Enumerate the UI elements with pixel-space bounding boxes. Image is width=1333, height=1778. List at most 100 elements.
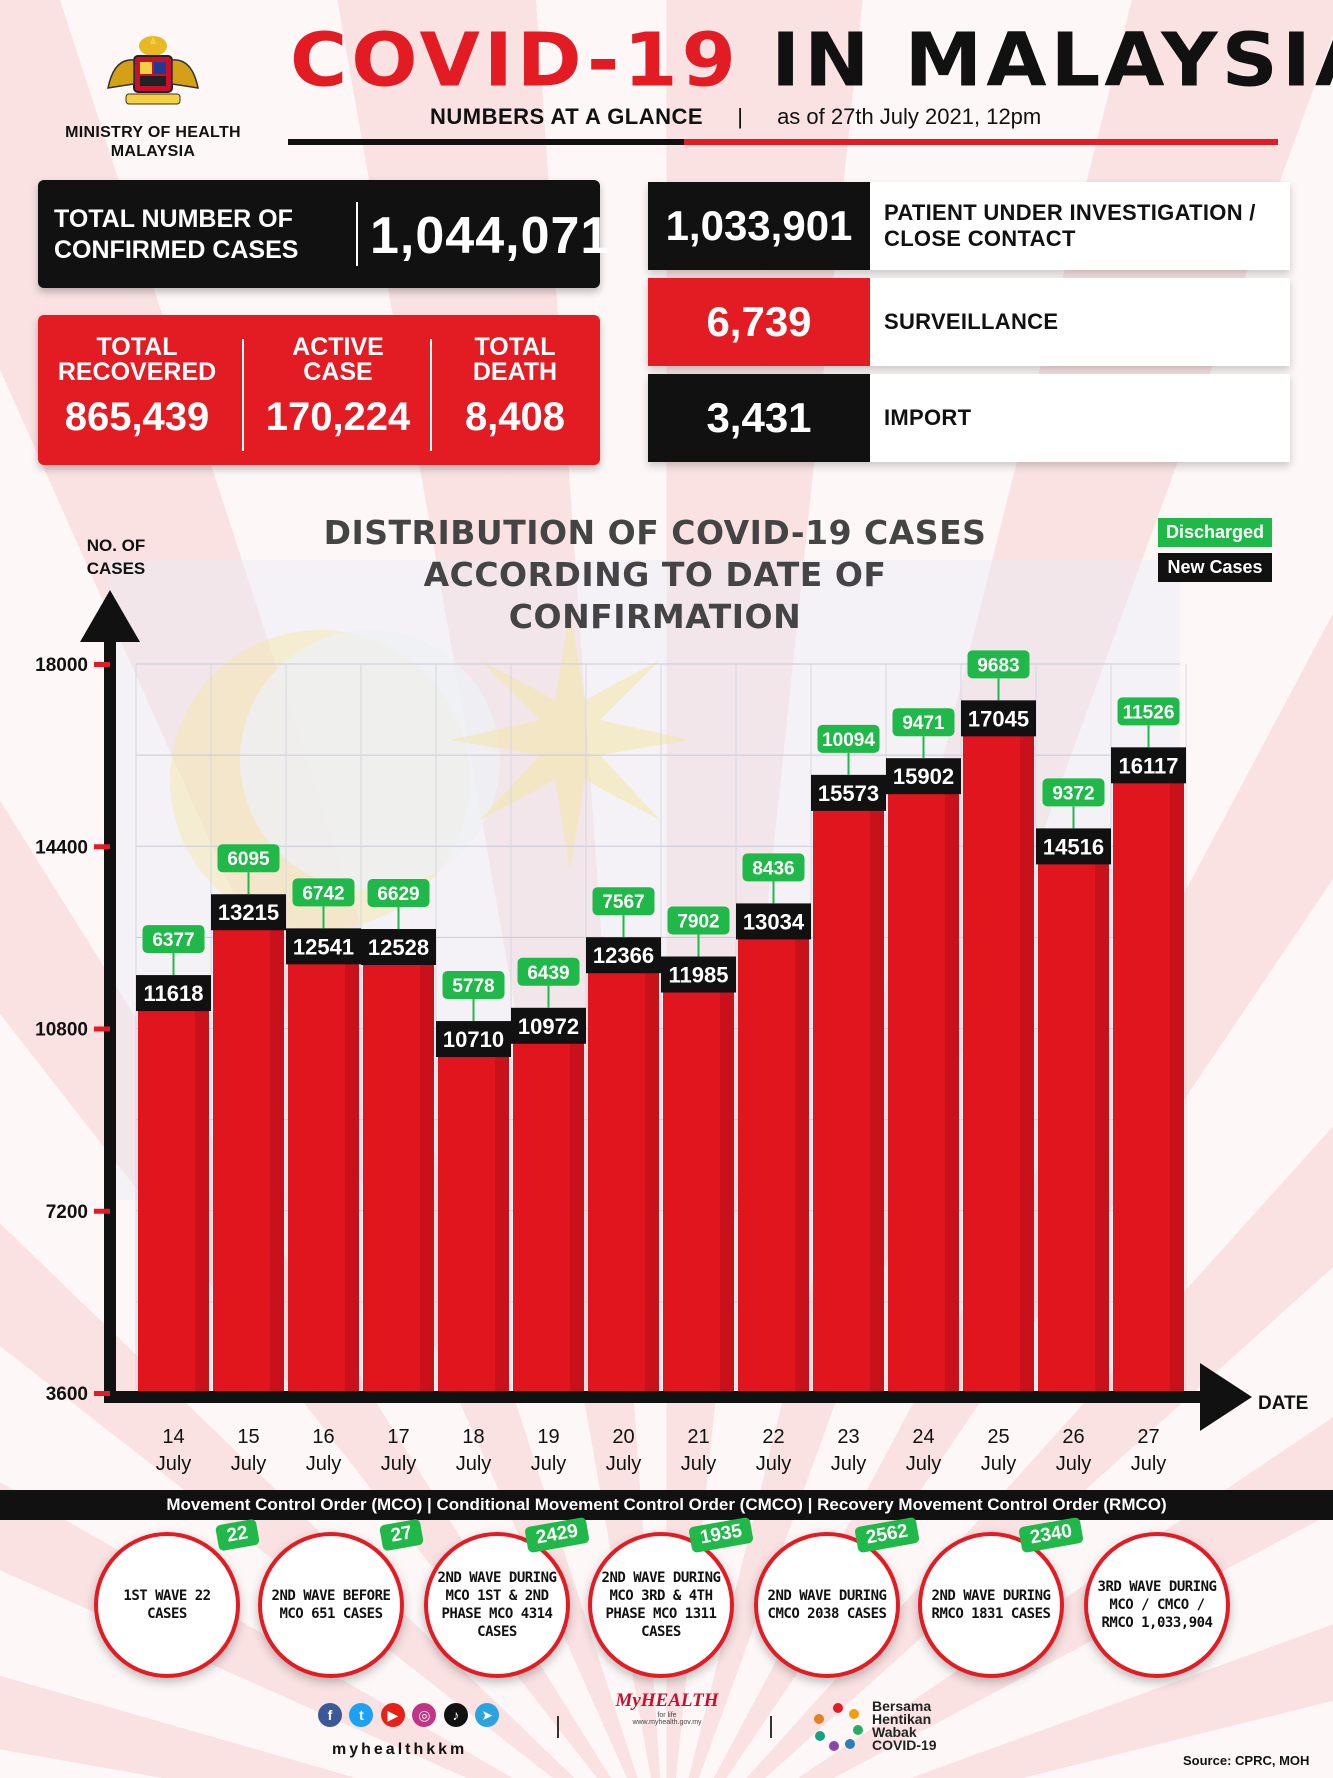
x-tick-label: July (306, 1453, 342, 1475)
discharged-label: 7902 (677, 912, 719, 933)
new-cases-label-box (661, 956, 736, 993)
y-axis-label: NO. OF CASES (86, 536, 146, 578)
wave-text: 3RD WAVE DURING MCO / CMCO / RMCO 1,033,… (1097, 1579, 1217, 1631)
as-of-date: as of 27th July 2021, 12pm (777, 104, 1042, 129)
wave-circle: 2ND WAVE DURING RMCO 1831 CASES 2340 (918, 1516, 1084, 1678)
wave-circle: 2ND WAVE BEFORE MCO 651 CASES 27 (258, 1518, 424, 1678)
ministry-logo: MINISTRY OF HEALTH MALAYSIA (58, 28, 248, 161)
discharged-label-box (967, 650, 1030, 679)
discharged-label: 6742 (302, 883, 344, 904)
wave-text: 2ND WAVE DURING RMCO 1831 CASES (931, 1588, 1051, 1622)
x-tick-label: 25 (987, 1426, 1009, 1448)
new-cases-label-box (1111, 747, 1186, 784)
bersama-line: COVID-19 (872, 1737, 937, 1753)
social-handle: myhealthkkm (332, 1741, 468, 1758)
x-tick-label: 15 (237, 1426, 259, 1448)
header-rule (288, 139, 1278, 145)
new-cases-label-box (436, 1021, 511, 1058)
discharged-label-box (1042, 778, 1105, 807)
chart-legend: Discharged New Cases (1158, 518, 1273, 588)
bar-shade (495, 1033, 509, 1393)
death-label: TOTAL DEATH (472, 333, 558, 386)
y-axis-arrow (80, 590, 140, 642)
discharged-label-box (817, 724, 880, 753)
wave-text: 2ND WAVE DURING MCO 3RD & 4TH PHASE MCO … (601, 1570, 721, 1640)
mco-legend-strip: Movement Control Order (MCO) | Condition… (0, 1490, 1333, 1520)
bar-shade (1170, 759, 1184, 1393)
x-tick-label: July (1131, 1453, 1167, 1475)
wave-circle: 3RD WAVE DURING MCO / CMCO / RMCO 1,033,… (1084, 1532, 1230, 1678)
new-cases-label-box (1036, 828, 1111, 865)
myhealth-url: www.myhealth.gov.my (632, 1719, 702, 1726)
discharged-label: 9683 (977, 655, 1019, 676)
y-tick-label: 18000 (35, 655, 88, 676)
tiktok-icon[interactable]: ♪ (443, 1703, 468, 1727)
x-tick-label: July (381, 1453, 417, 1475)
y-tick-mark (94, 1026, 110, 1032)
instagram-icon[interactable]: ◎ (412, 1703, 437, 1727)
x-tick-label: July (456, 1453, 492, 1475)
legend-new-cases: New Cases (1158, 553, 1273, 582)
surveillance-label: SURVEILLANCE (884, 309, 1059, 334)
y-tick-mark (94, 1208, 110, 1214)
myhealth-logo: MyHEALTH for life www.myhealth.gov.my (612, 1690, 722, 1726)
discharged-label: 9471 (902, 713, 945, 734)
confirmed-label: TOTAL NUMBER OF CONFIRMED CASES (54, 205, 299, 264)
new-cases-label-box (736, 903, 811, 940)
discharged-label: 6095 (227, 849, 270, 870)
page-title: COVID-19 IN MALAYSIA (290, 18, 1333, 104)
bar-shade (420, 941, 434, 1393)
bar-shade (1020, 712, 1034, 1393)
x-tick-label: 16 (312, 1426, 334, 1448)
import-label: IMPORT (884, 405, 972, 430)
bar-shade (645, 949, 659, 1393)
import-value: 3,431 (648, 374, 870, 462)
subtitle-line: NUMBERS AT A GLANCE | as of 27th July 20… (430, 104, 1041, 130)
bar-shade (945, 770, 959, 1393)
discharged-label: 5778 (452, 976, 494, 997)
x-axis-arrow (1200, 1363, 1252, 1431)
import-row: 3,431 IMPORT (648, 374, 1290, 462)
youtube-icon[interactable]: ▶ (380, 1703, 405, 1727)
x-tick-label: 22 (762, 1426, 784, 1448)
x-tick-label: July (756, 1453, 792, 1475)
new-cases-label-box (961, 700, 1036, 737)
x-tick-label: 27 (1137, 1426, 1159, 1448)
wave-text: 2ND WAVE DURING CMCO 2038 CASES (767, 1588, 887, 1622)
bar-shade (795, 915, 809, 1393)
discharged-label-box (292, 878, 355, 907)
x-tick-label: July (906, 1453, 942, 1475)
surveillance-value: 6,739 (648, 278, 870, 366)
bar-shade (870, 786, 884, 1393)
chart-labels: 11618 6377 14 July 13215 6095 15 July 12541 6742 1… (136, 650, 1186, 1475)
x-tick-label: 14 (162, 1426, 184, 1448)
discharged-label: 6377 (152, 930, 194, 951)
surveillance-row: 6,739 SURVEILLANCE (648, 278, 1290, 366)
x-tick-label: July (831, 1453, 867, 1475)
new-cases-label-box (511, 1007, 586, 1044)
y-tick-label: 14400 (35, 837, 88, 858)
y-tick-mark (94, 844, 110, 850)
bersama-logo: Bersama Hentikan Wabak COVID-19 (812, 1699, 937, 1753)
x-tick-label: July (531, 1453, 567, 1475)
x-axis-label: DATE (1258, 1393, 1309, 1414)
new-cases-label-box (886, 758, 961, 795)
new-cases-label: 13034 (743, 909, 805, 934)
chart-title: DISTRIBUTION OF COVID-19 CASES ACCORDING… (323, 513, 987, 636)
facebook-icon[interactable]: f (318, 1703, 342, 1727)
pui-value: 1,033,901 (648, 182, 870, 270)
twitter-icon[interactable]: t (349, 1703, 374, 1727)
new-cases-label: 11985 (669, 963, 729, 988)
new-cases-label: 12541 (293, 934, 354, 959)
discharged-label-box (742, 853, 805, 882)
wave-text: 2ND WAVE BEFORE MCO 651 CASES (271, 1588, 391, 1622)
discharged-label-box (1117, 697, 1180, 726)
telegram-icon[interactable]: ➤ (475, 1703, 500, 1727)
recovered-label: TOTAL RECOVERED (57, 333, 217, 386)
discharged-label: 11526 (1123, 702, 1175, 723)
wave-circle: 2ND WAVE DURING MCO 3RD & 4TH PHASE MCO … (588, 1516, 754, 1678)
bersama-line: Wabak (872, 1724, 917, 1740)
x-tick-label: 23 (837, 1426, 859, 1448)
pui-row: 1,033,901 PATIENT UNDER INVESTIGATION / … (648, 182, 1290, 270)
